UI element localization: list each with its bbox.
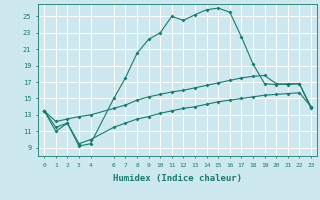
X-axis label: Humidex (Indice chaleur): Humidex (Indice chaleur) [113, 174, 242, 183]
